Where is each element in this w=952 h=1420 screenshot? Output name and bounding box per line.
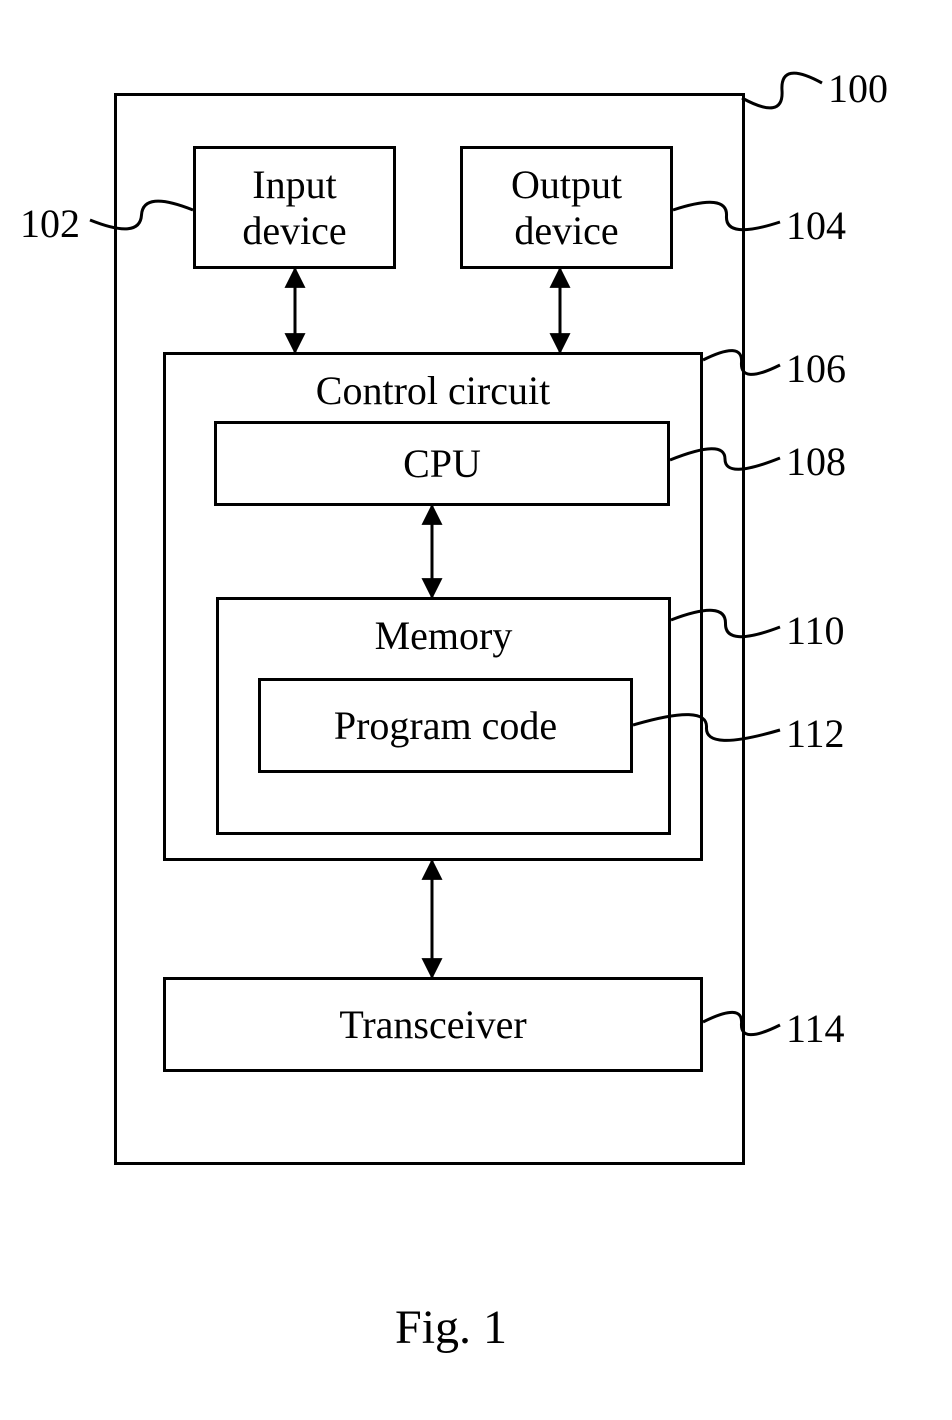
program-code-box: Program code bbox=[258, 678, 633, 773]
ref-110: 110 bbox=[786, 607, 845, 654]
ref-104: 104 bbox=[786, 202, 846, 249]
ref-112: 112 bbox=[786, 710, 845, 757]
control-circuit-label: Control circuit bbox=[166, 367, 700, 414]
ref-108: 108 bbox=[786, 438, 846, 485]
cpu-label: CPU bbox=[217, 424, 667, 503]
ref-114: 114 bbox=[786, 1005, 845, 1052]
memory-label: Memory bbox=[219, 612, 668, 659]
output-device-box: Outputdevice bbox=[460, 146, 673, 269]
cpu-box: CPU bbox=[214, 421, 670, 506]
input-device-box: Inputdevice bbox=[193, 146, 396, 269]
output-device-label: Outputdevice bbox=[463, 149, 670, 266]
input-device-label: Inputdevice bbox=[196, 149, 393, 266]
transceiver-box: Transceiver bbox=[163, 977, 703, 1072]
ref-106: 106 bbox=[786, 345, 846, 392]
diagram-canvas: Inputdevice Outputdevice Control circuit… bbox=[0, 0, 952, 1420]
transceiver-label: Transceiver bbox=[166, 980, 700, 1069]
figure-caption: Fig. 1 bbox=[395, 1300, 507, 1355]
ref-100: 100 bbox=[828, 65, 888, 112]
ref-102: 102 bbox=[20, 200, 80, 247]
program-code-label: Program code bbox=[261, 681, 630, 770]
